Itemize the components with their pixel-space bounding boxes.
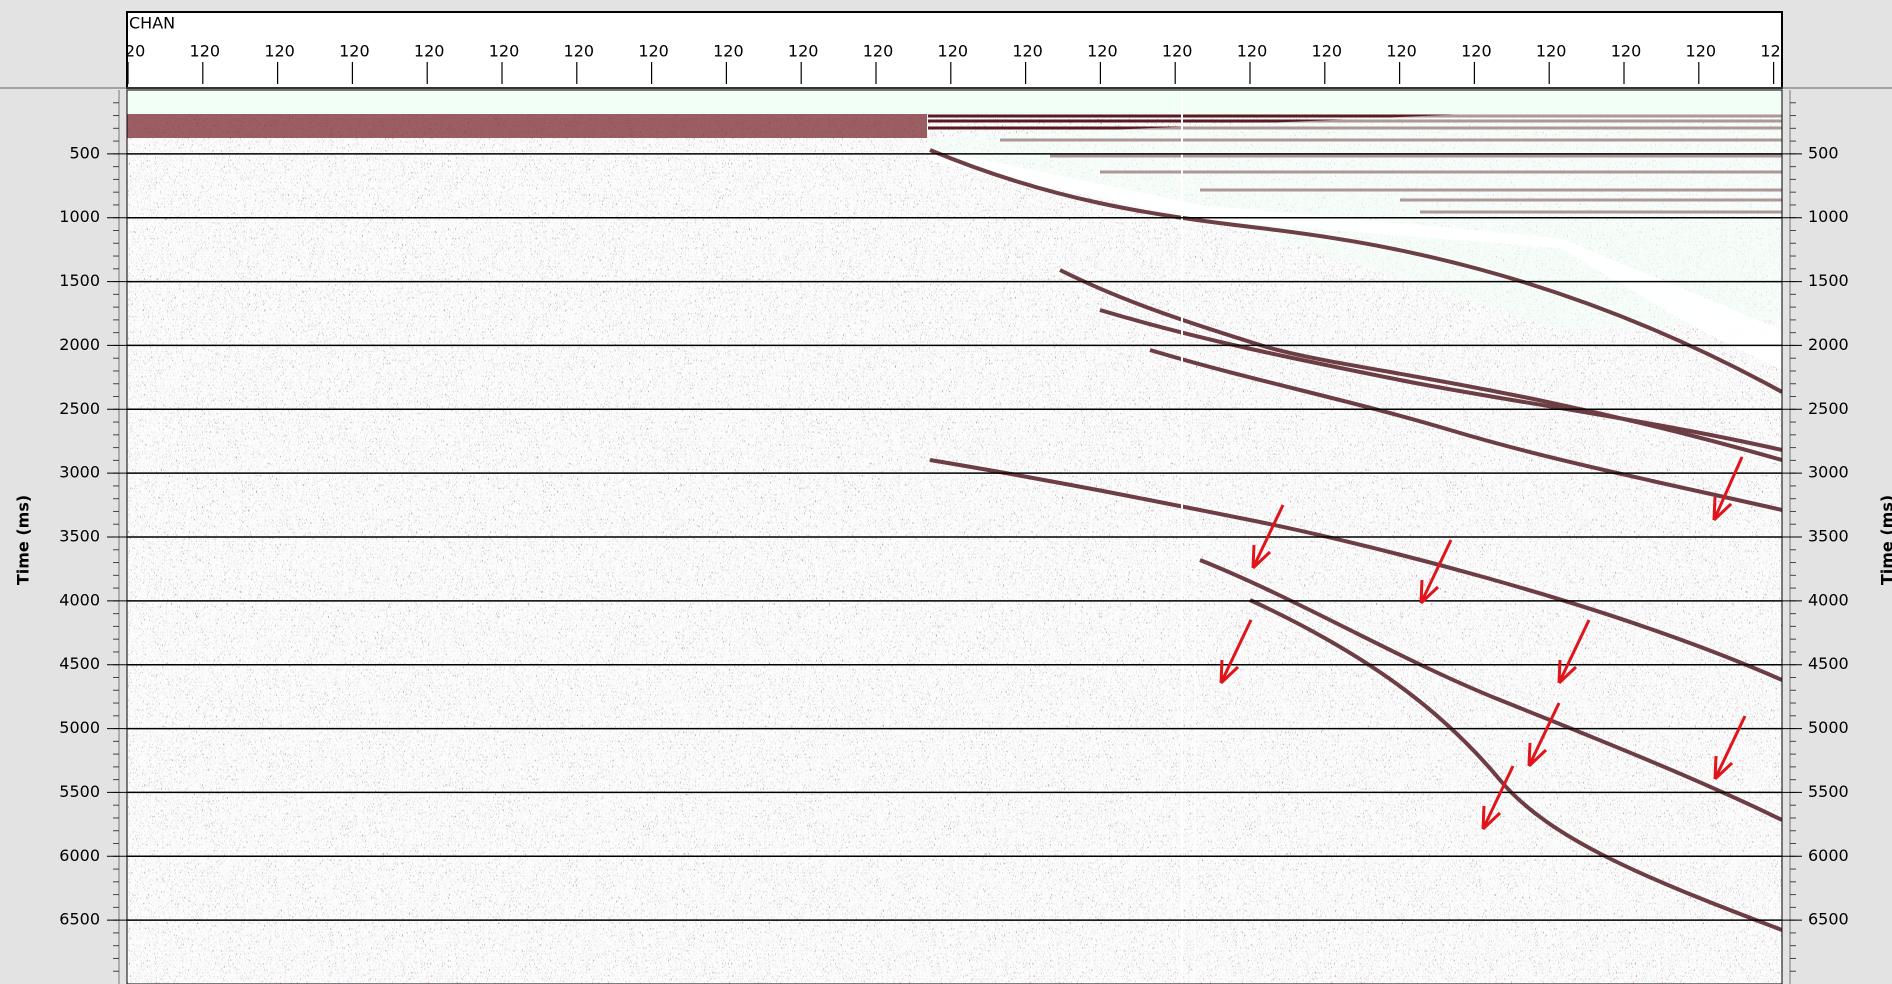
- channel-label: 120: [1237, 42, 1268, 61]
- channel-label: 120: [1012, 42, 1043, 61]
- channel-label: 120: [264, 42, 295, 61]
- y-tick-label: 6500: [1808, 910, 1849, 929]
- channel-label: 120: [1162, 42, 1193, 61]
- seismic-window: CHAN 120 120 120 120 120 120 120 120 120 120 120 12…: [0, 0, 1892, 984]
- channel-label: 120: [1760, 42, 1791, 61]
- y-tick-label: 3000: [59, 463, 100, 482]
- y-tick-label: 4000: [1808, 590, 1849, 609]
- y-tick-label: 1500: [1808, 271, 1849, 290]
- channel-label: 120: [339, 42, 370, 61]
- y-tick-label: 2000: [59, 335, 100, 354]
- channel-label: 120: [713, 42, 744, 61]
- shallow-reflector: [127, 114, 927, 138]
- top-band: [127, 90, 1782, 114]
- channel-label: 120: [1611, 42, 1642, 61]
- y-tick-label: 4500: [1808, 654, 1849, 673]
- y-tick-label: 1000: [59, 207, 100, 226]
- y-tick-label: 6000: [1808, 846, 1849, 865]
- y-tick-label: 2500: [1808, 399, 1849, 418]
- y-tick-label: 5500: [59, 782, 100, 801]
- y-tick-label: 6500: [59, 910, 100, 929]
- y-tick-label: 4500: [59, 654, 100, 673]
- channel-label: 120: [1536, 42, 1567, 61]
- channel-label: 120: [863, 42, 894, 61]
- left-time-axis: 500 1000 1500 2000 2500 3000 3500 4000 4500 5000 5…: [59, 90, 127, 984]
- channel-label: 120: [788, 42, 819, 61]
- y-tick-label: 3500: [1808, 527, 1849, 546]
- y-tick-label: 5000: [59, 718, 100, 737]
- channel-label: 120: [1087, 42, 1118, 61]
- y-tick-label: 500: [69, 143, 100, 162]
- channel-label: 120: [414, 42, 445, 61]
- y-tick-label: 500: [1808, 143, 1839, 162]
- y-tick-label: 5000: [1808, 718, 1849, 737]
- y-tick-label: 4000: [59, 590, 100, 609]
- channel-label: 120: [564, 42, 595, 61]
- channel-label: 120: [1686, 42, 1717, 61]
- channel-label: 120: [1461, 42, 1492, 61]
- y-tick-label: 3000: [1808, 463, 1849, 482]
- right-time-axis: 500 1000 1500 2000 2500 3000 3500 4000 4500 5000 5…: [1782, 90, 1849, 984]
- y-tick-label: 1000: [1808, 207, 1849, 226]
- channel-label: 120: [1312, 42, 1343, 61]
- y-tick-label: 2000: [1808, 335, 1849, 354]
- seismic-section: [127, 90, 1782, 984]
- channel-label: 120: [190, 42, 221, 61]
- y-tick-label: 2500: [59, 399, 100, 418]
- y-tick-label: 6000: [59, 846, 100, 865]
- channel-label: 120: [638, 42, 669, 61]
- channel-axis-label: CHAN: [129, 14, 175, 33]
- channel-label: 120: [489, 42, 520, 61]
- channel-label: 120: [1386, 42, 1417, 61]
- y-tick-label: 5500: [1808, 782, 1849, 801]
- channel-label: 120: [938, 42, 969, 61]
- left-axis-title: Time (ms): [14, 495, 33, 585]
- right-axis-title: Time (ms): [1878, 495, 1892, 585]
- channel-label: 120: [115, 42, 146, 61]
- y-tick-label: 3500: [59, 527, 100, 546]
- y-tick-label: 1500: [59, 271, 100, 290]
